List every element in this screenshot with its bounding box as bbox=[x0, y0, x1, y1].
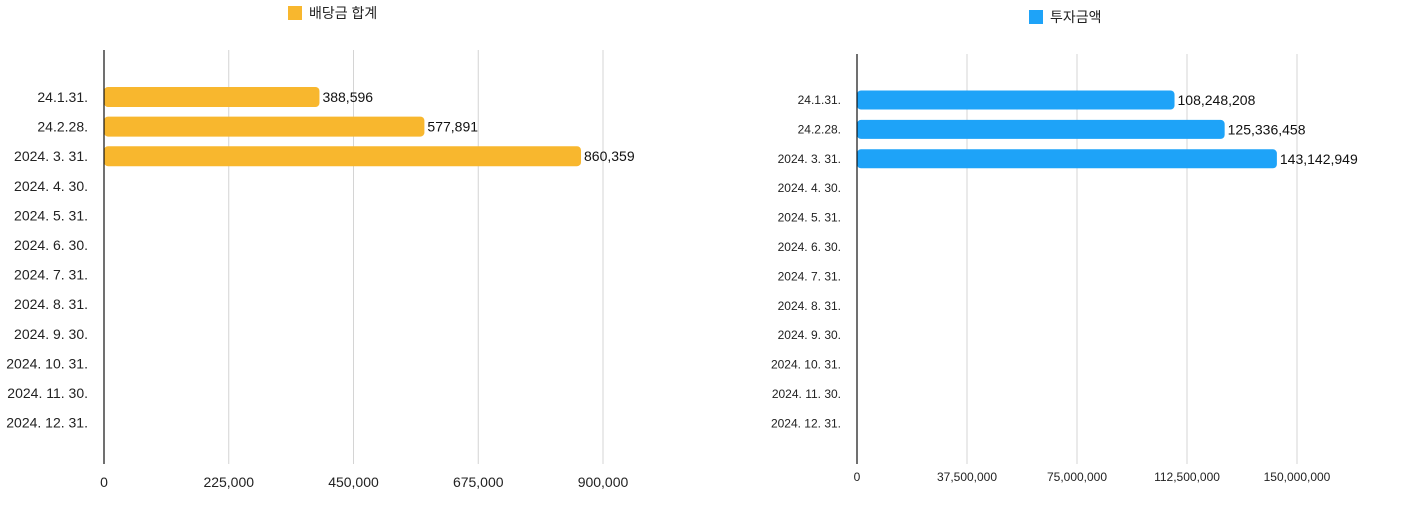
y-category-label: 24.1.31. bbox=[798, 93, 841, 107]
y-category-label: 2024. 12. 31. bbox=[771, 416, 841, 430]
bar bbox=[857, 119, 1225, 139]
y-category-label: 2024. 4. 30. bbox=[778, 181, 841, 195]
x-tick-label: 112,500,000 bbox=[1154, 470, 1220, 484]
y-category-label: 2024. 9. 30. bbox=[14, 326, 88, 342]
x-tick-label: 675,000 bbox=[453, 474, 504, 490]
chart-2: 0 37,500,000 75,000,000 112,500,000 150,000,… bbox=[771, 9, 1358, 484]
data-label: 108,248,208 bbox=[1178, 92, 1256, 108]
bar bbox=[104, 116, 425, 137]
y-category-label: 2024. 5. 31. bbox=[778, 211, 841, 225]
x-tick-label: 75,000,000 bbox=[1047, 470, 1107, 484]
bar bbox=[857, 149, 1277, 169]
y-category-label: 2024. 3. 31. bbox=[14, 148, 88, 164]
legend-swatch bbox=[288, 6, 302, 20]
y-category-label: 2024. 8. 31. bbox=[778, 299, 841, 313]
y-category-label: 2024. 4. 30. bbox=[14, 178, 88, 194]
bar bbox=[104, 87, 320, 107]
x-tick-label: 225,000 bbox=[203, 474, 254, 490]
y-category-label: 2024. 11. 30. bbox=[7, 385, 88, 401]
legend-label: 투자금액 bbox=[1050, 9, 1102, 25]
data-label: 860,359 bbox=[584, 148, 635, 164]
y-category-label: 24.2.28. bbox=[37, 119, 88, 135]
y-category-label: 2024. 12. 31. bbox=[6, 415, 88, 431]
y-category-label: 2024. 6. 30. bbox=[14, 237, 88, 253]
y-category-label: 2024. 6. 30. bbox=[778, 240, 841, 254]
x-tick-label: 0 bbox=[100, 474, 108, 490]
y-category-label: 2024. 7. 31. bbox=[14, 267, 88, 283]
y-category-label: 2024. 10. 31. bbox=[6, 355, 88, 371]
x-tick-label: 150,000,000 bbox=[1264, 470, 1331, 484]
y-category-label: 2024. 5. 31. bbox=[14, 207, 88, 223]
y-category-label: 2024. 3. 31. bbox=[778, 152, 841, 166]
data-label: 577,891 bbox=[427, 119, 478, 135]
y-category-label: 24.2.28. bbox=[798, 122, 841, 136]
y-category-label: 2024. 10. 31. bbox=[771, 358, 841, 372]
data-label: 143,142,949 bbox=[1280, 151, 1358, 167]
legend-swatch bbox=[1029, 10, 1043, 24]
legend-label: 배당금 합계 bbox=[309, 5, 377, 21]
data-label: 125,336,458 bbox=[1228, 121, 1306, 137]
y-category-label: 2024. 9. 30. bbox=[778, 328, 841, 342]
y-category-label: 24.1.31. bbox=[37, 89, 88, 105]
data-label: 388,596 bbox=[322, 89, 373, 105]
x-tick-label: 450,000 bbox=[328, 474, 379, 490]
bar bbox=[104, 146, 582, 167]
x-tick-label: 0 bbox=[854, 470, 861, 484]
x-tick-label: 37,500,000 bbox=[937, 470, 997, 484]
y-category-label: 2024. 11. 30. bbox=[772, 387, 841, 401]
bar bbox=[857, 90, 1175, 110]
y-category-label: 2024. 8. 31. bbox=[14, 296, 88, 312]
chart-1: 0 225,000 450,000 675,000 900,000 24.1.31. 24.… bbox=[6, 5, 635, 490]
y-category-label: 2024. 7. 31. bbox=[778, 269, 841, 283]
x-tick-label: 900,000 bbox=[578, 474, 629, 490]
